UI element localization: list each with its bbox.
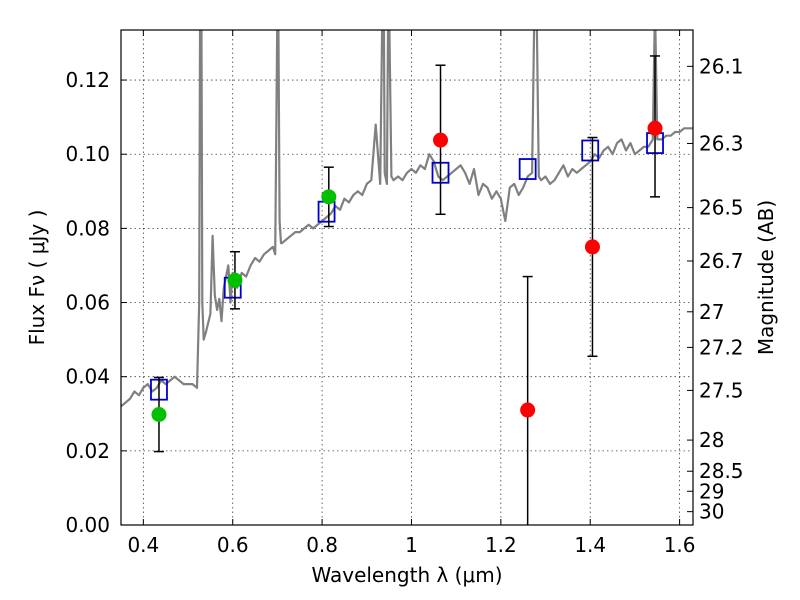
plot-area — [121, 30, 693, 525]
y-tick-label: 0.08 — [65, 216, 110, 240]
right-tick-label: 26.3 — [699, 131, 744, 155]
right-tick-label: 27.5 — [699, 378, 744, 402]
grid-layer — [121, 30, 693, 526]
sed-line — [121, 30, 693, 408]
x-tick-label: 1 — [405, 533, 418, 557]
observed-point — [433, 132, 449, 148]
y-tick-label: 0.04 — [65, 365, 110, 389]
right-tick-label: 26.7 — [699, 249, 744, 273]
x-tick-label: 0.4 — [127, 533, 159, 557]
model-square-point — [581, 139, 600, 162]
x-tick-label: 1.4 — [574, 533, 606, 557]
right-tick-label: 30 — [699, 500, 724, 524]
x-tick-label: 1.2 — [485, 533, 517, 557]
axes-frame — [120, 29, 694, 526]
observed-point — [227, 272, 243, 288]
right-tick-label: 26.1 — [699, 54, 744, 78]
right-tick-label: 29 — [699, 479, 724, 503]
x-axis-label: Wavelength λ (μm) — [311, 563, 502, 587]
y-tick-label: 0.02 — [65, 439, 110, 463]
right-tick-label: 28 — [699, 428, 724, 452]
x-tick-label: 0.8 — [306, 533, 338, 557]
right-axis-label: Magnitude (AB) — [754, 200, 778, 355]
right-tick-label: 26.5 — [699, 196, 744, 220]
observed-point — [151, 407, 167, 423]
y-axis-label: Flux Fν ( μJy ) — [25, 210, 49, 346]
y-tick-label: 0.10 — [65, 142, 110, 166]
observed-point — [647, 120, 663, 136]
right-tick-label: 27 — [699, 300, 724, 324]
right-tick-label: 27.2 — [699, 335, 744, 359]
y-tick-label: 0.06 — [65, 291, 110, 315]
x-tick-label: 1.6 — [664, 533, 696, 557]
y-tick-label: 0.12 — [65, 68, 110, 92]
x-tick-label: 0.6 — [217, 533, 249, 557]
tick-layer: 0.4 0.6 0.8 1 1.2 1.4 1.6 0.00 0.02 0.04 0.06 0.08 0… — [65, 30, 744, 557]
model-square-point — [518, 158, 537, 180]
right-tick-label: 28.5 — [699, 459, 744, 483]
observed-point — [321, 189, 337, 205]
observed-point — [520, 402, 536, 418]
y-tick-label: 0.00 — [65, 513, 110, 537]
observed-point — [584, 239, 600, 255]
